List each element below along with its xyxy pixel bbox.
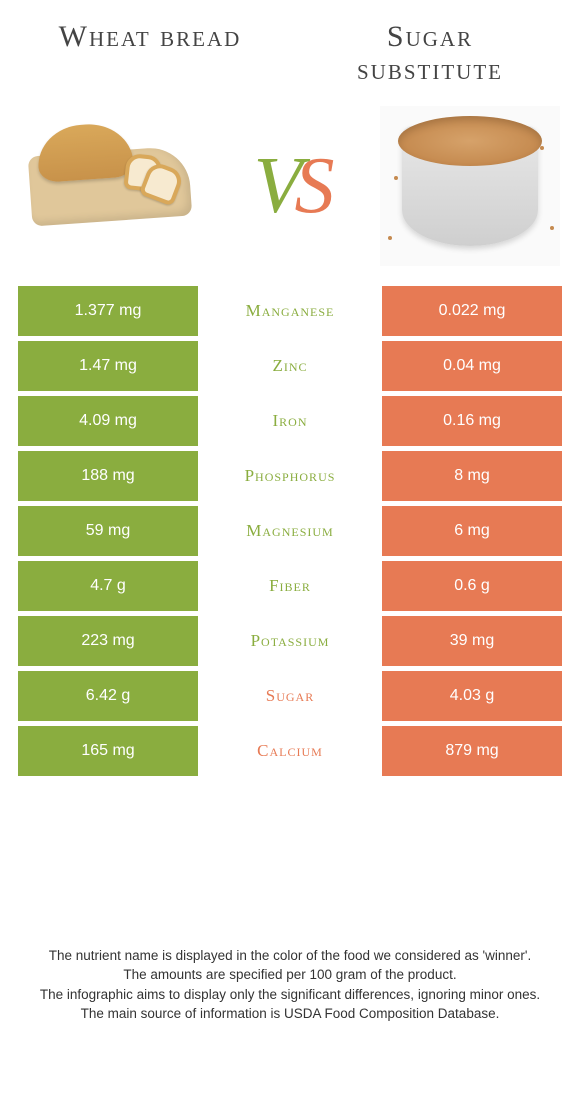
sugar-substitute-icon <box>380 106 560 266</box>
vs-s: S <box>294 142 326 230</box>
left-value: 59 mg <box>18 506 198 556</box>
images-row: VS <box>0 96 580 276</box>
nutrient-row: 1.47 mgZinc0.04 mg <box>18 341 562 391</box>
nutrient-label: Fiber <box>198 561 382 611</box>
left-food-image <box>20 106 200 266</box>
right-value: 879 mg <box>382 726 562 776</box>
left-value: 1.377 mg <box>18 286 198 336</box>
nutrient-label: Zinc <box>198 341 382 391</box>
right-value: 6 mg <box>382 506 562 556</box>
left-value: 223 mg <box>18 616 198 666</box>
footer-line-4: The main source of information is USDA F… <box>20 1004 560 1024</box>
vs-label: VS <box>254 141 327 232</box>
right-food-title: Sugar substitute <box>320 20 540 86</box>
right-value: 0.022 mg <box>382 286 562 336</box>
nutrient-row: 59 mgMagnesium6 mg <box>18 506 562 556</box>
nutrient-row: 223 mgPotassium39 mg <box>18 616 562 666</box>
left-value: 165 mg <box>18 726 198 776</box>
right-value: 0.6 g <box>382 561 562 611</box>
nutrient-label: Iron <box>198 396 382 446</box>
right-food-image <box>380 106 560 266</box>
left-food-title: Wheat bread <box>40 20 260 53</box>
left-value: 188 mg <box>18 451 198 501</box>
left-value: 4.09 mg <box>18 396 198 446</box>
right-value: 0.16 mg <box>382 396 562 446</box>
right-value: 8 mg <box>382 451 562 501</box>
nutrient-row: 6.42 gSugar4.03 g <box>18 671 562 721</box>
header: Wheat bread Sugar substitute <box>0 0 580 96</box>
left-value: 4.7 g <box>18 561 198 611</box>
vs-v: V <box>254 142 295 230</box>
bread-icon <box>28 146 192 227</box>
nutrient-row: 165 mgCalcium879 mg <box>18 726 562 776</box>
nutrient-row: 4.7 gFiber0.6 g <box>18 561 562 611</box>
footer-line-2: The amounts are specified per 100 gram o… <box>20 965 560 985</box>
nutrient-label: Manganese <box>198 286 382 336</box>
left-value: 1.47 mg <box>18 341 198 391</box>
nutrient-label: Calcium <box>198 726 382 776</box>
right-value: 0.04 mg <box>382 341 562 391</box>
nutrient-label: Potassium <box>198 616 382 666</box>
right-value: 39 mg <box>382 616 562 666</box>
nutrient-label: Phosphorus <box>198 451 382 501</box>
nutrient-label: Magnesium <box>198 506 382 556</box>
nutrient-comparison-table: 1.377 mgManganese0.022 mg1.47 mgZinc0.04… <box>18 286 562 776</box>
left-value: 6.42 g <box>18 671 198 721</box>
right-value: 4.03 g <box>382 671 562 721</box>
nutrient-row: 188 mgPhosphorus8 mg <box>18 451 562 501</box>
footer-line-1: The nutrient name is displayed in the co… <box>20 946 560 966</box>
footer-line-3: The infographic aims to display only the… <box>20 985 560 1005</box>
nutrient-label: Sugar <box>198 671 382 721</box>
nutrient-row: 4.09 mgIron0.16 mg <box>18 396 562 446</box>
nutrient-row: 1.377 mgManganese0.022 mg <box>18 286 562 336</box>
footer-notes: The nutrient name is displayed in the co… <box>20 946 560 1024</box>
